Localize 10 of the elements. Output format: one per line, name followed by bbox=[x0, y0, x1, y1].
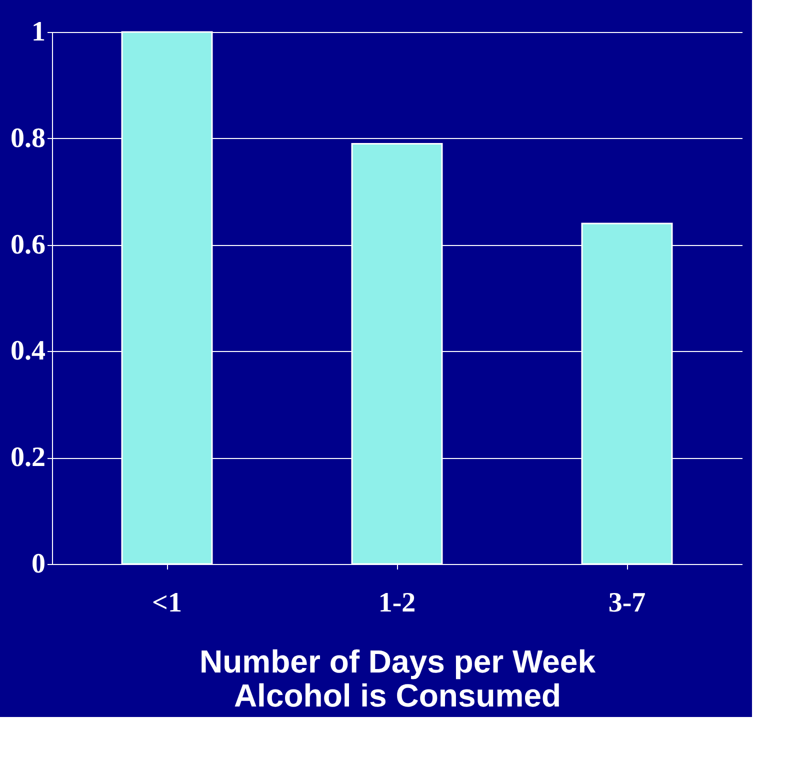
y-tick-label: 0 bbox=[32, 548, 46, 580]
y-tick-label: 0.6 bbox=[10, 229, 46, 260]
x-axis-title: Number of Days per Week Alcohol is Consumed bbox=[200, 644, 596, 714]
y-tick-label: 1 bbox=[32, 16, 46, 48]
x-tick-label: 1-2 bbox=[378, 588, 416, 618]
y-tick-label: 0.2 bbox=[10, 442, 46, 474]
y-tick-label: 0.8 bbox=[10, 122, 46, 154]
y-tick-label: 0.4 bbox=[10, 336, 46, 367]
x-tick-label: 3-7 bbox=[608, 588, 646, 618]
x-tick-label: <1 bbox=[152, 588, 182, 618]
